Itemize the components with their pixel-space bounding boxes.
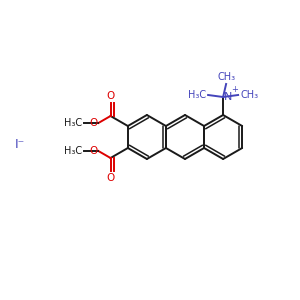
Text: O: O	[106, 173, 115, 183]
Text: O: O	[89, 146, 98, 156]
Text: CH₃: CH₃	[217, 72, 235, 82]
Text: H₃C: H₃C	[64, 146, 83, 156]
Text: N: N	[224, 92, 232, 102]
Text: O: O	[106, 91, 115, 101]
Text: O: O	[89, 118, 98, 128]
Text: +: +	[231, 85, 238, 94]
Text: I⁻: I⁻	[15, 139, 25, 152]
Text: H₃C: H₃C	[188, 90, 206, 100]
Text: H₃C: H₃C	[64, 118, 83, 128]
Text: CH₃: CH₃	[240, 90, 258, 100]
